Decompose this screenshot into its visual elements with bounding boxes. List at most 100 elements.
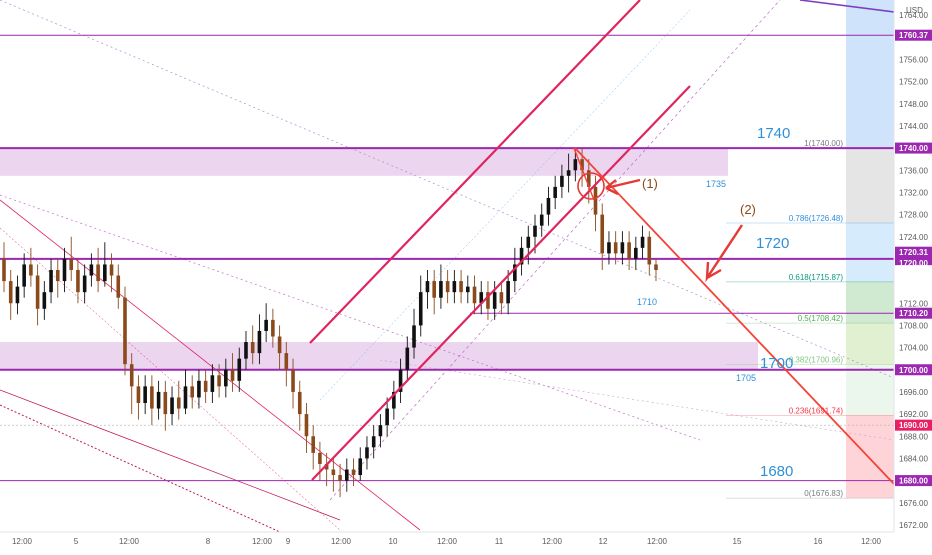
- fib-band: [846, 364, 894, 416]
- candle[interactable]: [250, 325, 255, 365]
- candle[interactable]: [338, 463, 342, 498]
- candle[interactable]: [55, 258, 60, 298]
- candle[interactable]: [365, 436, 369, 470]
- candle[interactable]: [29, 247, 33, 287]
- candle[interactable]: [499, 281, 504, 315]
- candle[interactable]: [163, 380, 168, 431]
- candle[interactable]: [647, 231, 652, 276]
- candle[interactable]: [2, 242, 6, 293]
- candle[interactable]: [230, 353, 235, 392]
- candle[interactable]: [183, 369, 188, 415]
- candle[interactable]: [459, 270, 463, 304]
- candle[interactable]: [539, 203, 544, 237]
- candle[interactable]: [15, 275, 20, 315]
- candle[interactable]: [418, 275, 423, 337]
- candle[interactable]: [566, 153, 571, 193]
- candle[interactable]: [573, 148, 578, 182]
- candle[interactable]: [264, 303, 268, 343]
- candle[interactable]: [197, 369, 201, 409]
- candle[interactable]: [136, 375, 141, 420]
- candle[interactable]: [103, 242, 107, 287]
- candle[interactable]: [452, 270, 457, 304]
- candle[interactable]: [439, 264, 443, 309]
- candle[interactable]: [129, 353, 134, 415]
- candle[interactable]: [224, 358, 228, 398]
- candle[interactable]: [472, 275, 477, 315]
- candle[interactable]: [640, 225, 645, 259]
- candle[interactable]: [654, 258, 658, 282]
- candle[interactable]: [304, 403, 309, 453]
- candle[interactable]: [69, 236, 74, 282]
- candle[interactable]: [586, 159, 591, 204]
- candle[interactable]: [634, 236, 638, 270]
- candle[interactable]: [217, 364, 221, 398]
- candle[interactable]: [109, 253, 114, 293]
- candle[interactable]: [62, 247, 67, 293]
- candle[interactable]: [244, 330, 248, 370]
- candle[interactable]: [35, 264, 40, 326]
- candle[interactable]: [311, 425, 315, 470]
- candle[interactable]: [358, 447, 363, 481]
- candle[interactable]: [42, 281, 47, 320]
- candle[interactable]: [378, 414, 383, 448]
- price-tick: 1752.00: [899, 78, 928, 87]
- candle[interactable]: [371, 425, 376, 459]
- candle[interactable]: [627, 231, 631, 270]
- candle[interactable]: [351, 458, 356, 487]
- candle[interactable]: [445, 270, 450, 304]
- candle[interactable]: [560, 164, 564, 198]
- candle[interactable]: [425, 270, 430, 309]
- candle[interactable]: [237, 347, 242, 392]
- candle[interactable]: [318, 441, 322, 481]
- candle[interactable]: [519, 236, 524, 276]
- candle[interactable]: [143, 375, 147, 415]
- candle[interactable]: [176, 380, 181, 420]
- candle[interactable]: [385, 397, 389, 437]
- candle[interactable]: [277, 325, 282, 370]
- candle[interactable]: [479, 281, 484, 315]
- candle[interactable]: [210, 364, 215, 403]
- candle[interactable]: [432, 270, 436, 315]
- candle[interactable]: [392, 380, 396, 420]
- candle[interactable]: [150, 375, 154, 426]
- candle[interactable]: [412, 308, 416, 359]
- candle[interactable]: [22, 253, 26, 298]
- candle[interactable]: [553, 175, 557, 210]
- candle[interactable]: [203, 369, 208, 403]
- candle[interactable]: [526, 225, 531, 265]
- candle[interactable]: [190, 375, 195, 409]
- candle[interactable]: [170, 386, 174, 426]
- candle[interactable]: [156, 380, 161, 420]
- candle[interactable]: [486, 281, 490, 320]
- candle[interactable]: [257, 314, 262, 365]
- candle[interactable]: [76, 258, 80, 304]
- candle[interactable]: [8, 270, 13, 320]
- candle[interactable]: [123, 286, 127, 376]
- candle[interactable]: [89, 253, 94, 287]
- candle[interactable]: [613, 231, 618, 265]
- candle[interactable]: [284, 342, 289, 387]
- candle[interactable]: [546, 186, 551, 226]
- candle[interactable]: [465, 275, 470, 304]
- candle[interactable]: [620, 231, 625, 265]
- candle[interactable]: [492, 281, 497, 320]
- candle[interactable]: [291, 358, 295, 409]
- candle[interactable]: [271, 308, 275, 348]
- candle-body: [230, 369, 235, 381]
- candle[interactable]: [398, 358, 403, 403]
- candle[interactable]: [506, 270, 510, 315]
- candle[interactable]: [297, 380, 302, 431]
- candle[interactable]: [405, 336, 410, 381]
- candle[interactable]: [600, 203, 605, 271]
- candle[interactable]: [345, 458, 349, 492]
- candle[interactable]: [96, 247, 100, 293]
- candle[interactable]: [324, 452, 329, 487]
- candle[interactable]: [116, 264, 121, 309]
- candle-body: [425, 281, 430, 293]
- candle[interactable]: [82, 264, 87, 304]
- candle[interactable]: [331, 458, 336, 492]
- candle[interactable]: [607, 231, 611, 265]
- candle[interactable]: [49, 258, 53, 304]
